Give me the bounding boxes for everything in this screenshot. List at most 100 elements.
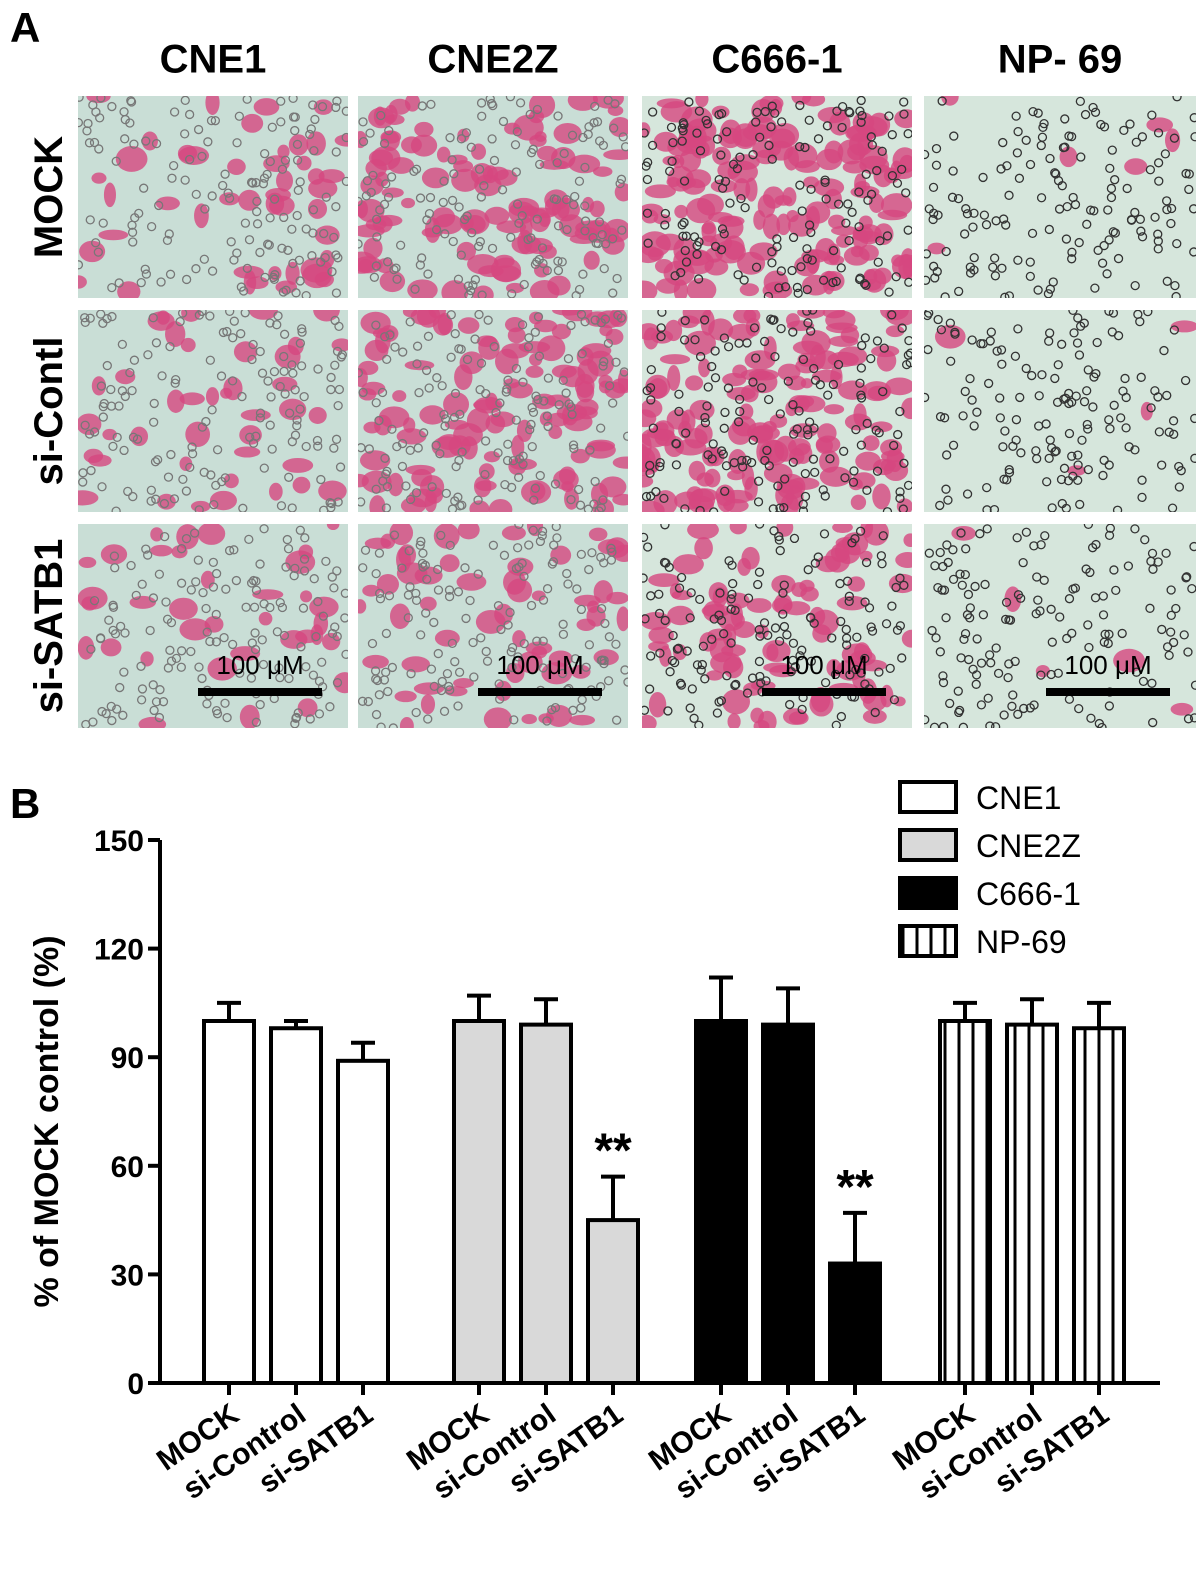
- pore: [1147, 678, 1157, 688]
- pore: [417, 101, 427, 111]
- pore: [1067, 451, 1077, 461]
- pore: [856, 440, 867, 450]
- pore: [734, 338, 744, 348]
- pore: [469, 672, 479, 682]
- pore: [456, 134, 467, 144]
- pore: [866, 189, 877, 199]
- pore: [118, 710, 128, 720]
- pore: [1077, 435, 1087, 445]
- pore: [464, 290, 474, 298]
- pore: [779, 621, 790, 632]
- pore: [942, 450, 952, 460]
- stained-cell: [885, 377, 912, 396]
- pore: [561, 388, 571, 398]
- pore: [843, 199, 853, 209]
- pore: [495, 398, 505, 408]
- pore: [1153, 557, 1163, 567]
- pore: [1031, 609, 1041, 619]
- pore: [990, 722, 1001, 728]
- pore: [1113, 331, 1124, 341]
- pore: [306, 124, 316, 134]
- stained-cell: [531, 646, 548, 659]
- pore: [1123, 561, 1134, 571]
- pore: [561, 194, 572, 205]
- pore: [796, 262, 806, 272]
- stained-cell: [862, 381, 892, 402]
- stained-cell: [550, 545, 572, 565]
- pore: [409, 166, 419, 177]
- pore: [578, 132, 588, 143]
- pore: [281, 562, 291, 572]
- pore: [1010, 656, 1020, 667]
- pore: [783, 376, 793, 386]
- pore: [898, 504, 908, 512]
- stained-cell: [616, 606, 628, 632]
- stained-cell: [401, 656, 431, 673]
- pore: [1137, 132, 1148, 142]
- pore: [448, 236, 458, 247]
- stained-cell: [205, 387, 220, 406]
- pore: [845, 670, 855, 680]
- pore: [616, 174, 627, 184]
- pore: [140, 264, 150, 274]
- stained-cell: [701, 220, 717, 243]
- pore: [1153, 158, 1164, 168]
- pore: [450, 657, 460, 667]
- pore: [648, 107, 658, 117]
- pore: [137, 684, 148, 694]
- pore: [938, 722, 949, 728]
- stained-cell: [541, 662, 573, 685]
- pore: [191, 189, 201, 200]
- pore: [1092, 337, 1102, 348]
- pore: [168, 160, 179, 171]
- pore: [589, 499, 599, 509]
- pore: [252, 219, 263, 229]
- pore: [878, 386, 888, 397]
- pore: [599, 357, 609, 367]
- pore: [897, 323, 907, 333]
- pore: [291, 712, 302, 723]
- pore: [265, 318, 275, 328]
- pore: [1096, 119, 1106, 130]
- pore: [321, 556, 331, 567]
- pore: [91, 107, 101, 117]
- pore: [297, 327, 307, 337]
- stained-cell: [836, 595, 868, 611]
- pore: [802, 254, 812, 264]
- pore: [605, 381, 615, 391]
- pore: [106, 401, 117, 411]
- pore: [935, 412, 946, 422]
- pore: [563, 579, 573, 589]
- pore: [483, 315, 493, 325]
- pore: [134, 208, 144, 219]
- pore: [684, 97, 694, 107]
- stained-cell: [1113, 648, 1146, 673]
- pore: [476, 192, 487, 202]
- pore: [904, 335, 912, 346]
- pore: [525, 109, 535, 120]
- pore: [159, 498, 170, 509]
- pore: [379, 675, 390, 685]
- micrograph: [642, 524, 912, 728]
- stained-cell: [197, 524, 226, 545]
- pore: [701, 115, 711, 126]
- pore: [822, 121, 833, 131]
- pore: [862, 418, 872, 429]
- pore: [793, 288, 803, 298]
- pore: [251, 585, 262, 595]
- stained-cell: [648, 573, 680, 587]
- stained-cell: [783, 147, 800, 171]
- pore: [290, 112, 300, 122]
- pore: [667, 656, 677, 666]
- stained-cell: [239, 704, 260, 728]
- pore: [278, 287, 289, 297]
- pore: [1103, 205, 1113, 215]
- pore: [518, 377, 528, 387]
- pore: [444, 585, 455, 595]
- pore: [176, 646, 187, 656]
- micrograph-bg: [924, 524, 1196, 728]
- stained-cell: [763, 463, 793, 484]
- stained-cell: [300, 590, 313, 603]
- pore: [642, 174, 653, 185]
- pore: [965, 373, 975, 384]
